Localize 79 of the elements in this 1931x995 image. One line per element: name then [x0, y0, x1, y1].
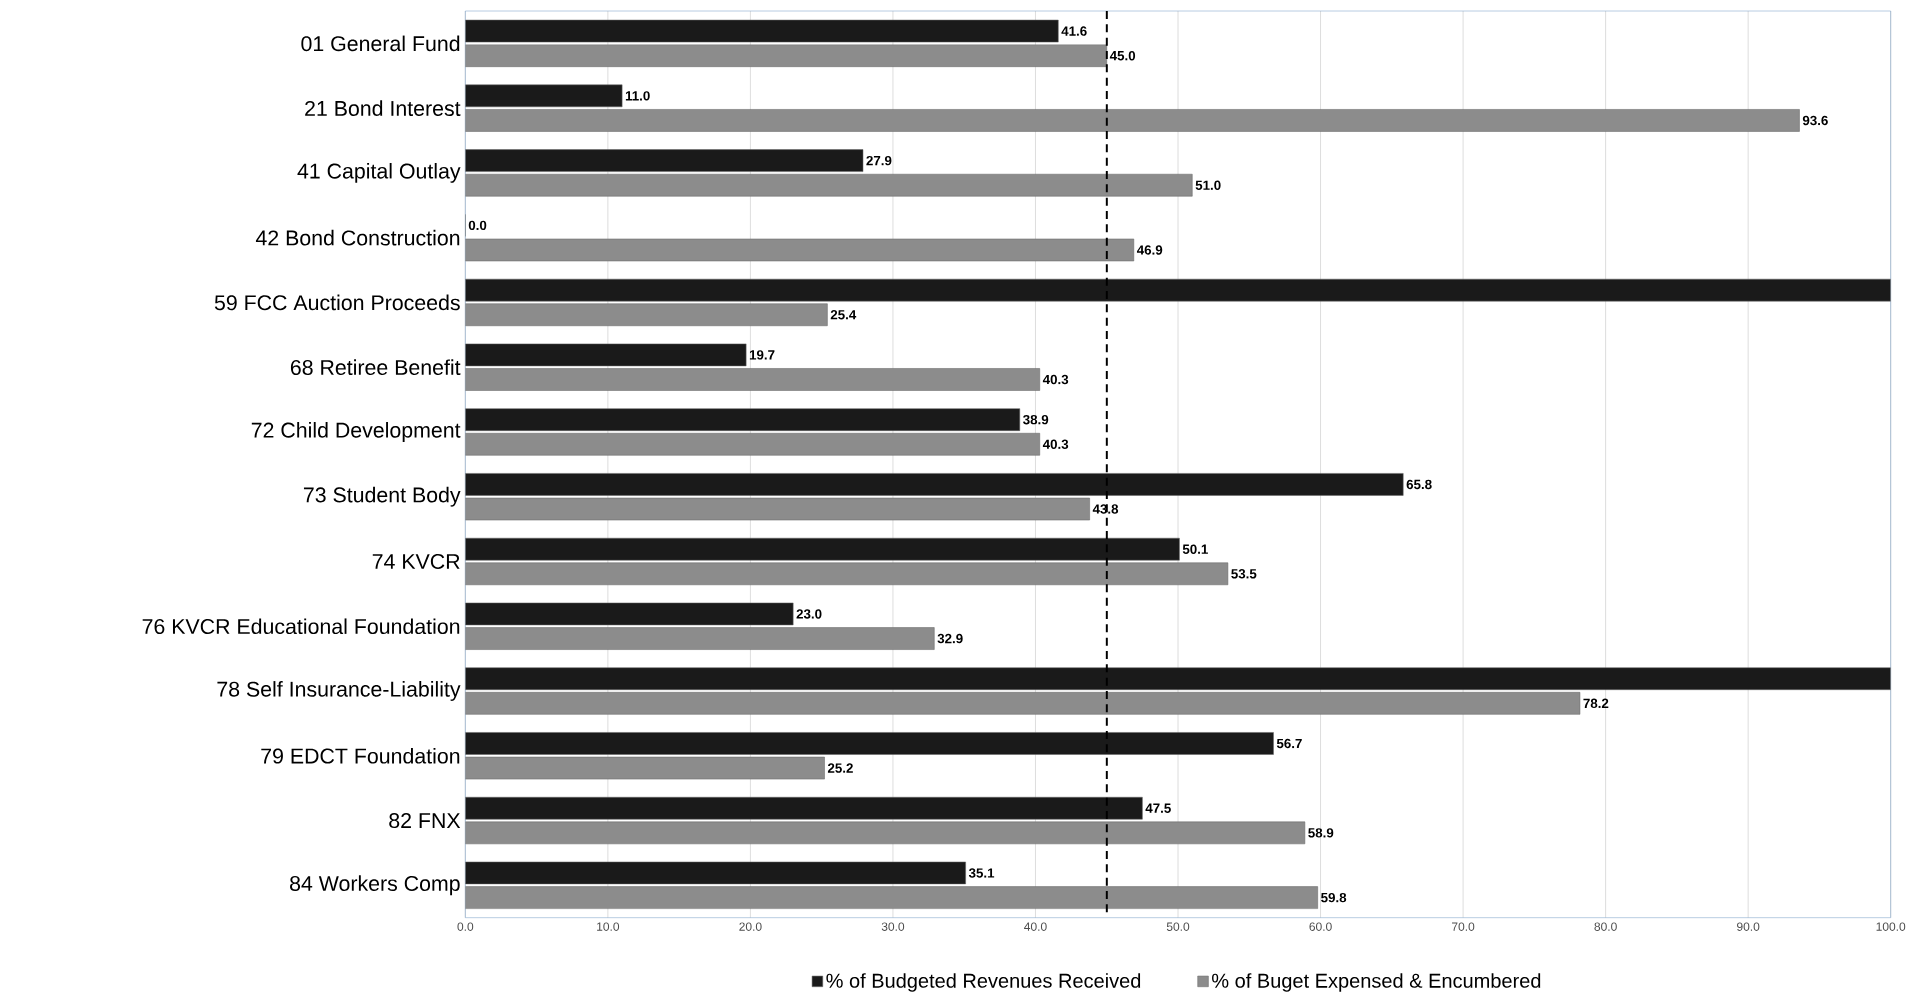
bar [465, 44, 1108, 67]
y-tick-label: 21 Bond Interest [305, 100, 461, 116]
bar [465, 473, 1404, 496]
y-tick-label: 41 Capital Outlay [297, 162, 461, 183]
bar [465, 796, 1143, 820]
data-label: 19.7 [749, 350, 775, 360]
legend-label: % of Budgeted Revenues Received [826, 973, 1141, 992]
bar [465, 368, 1041, 391]
bar [465, 173, 1193, 197]
x-tick-label: 70.0 [1452, 922, 1475, 931]
x-tick-label: 30.0 [881, 922, 905, 931]
x-tick-label: 0.0 [457, 922, 474, 931]
data-label: 40.3 [1042, 439, 1069, 450]
bar [465, 732, 1274, 755]
bar [465, 497, 1090, 521]
bar [465, 238, 1135, 262]
data-label: 45.0 [1109, 50, 1136, 61]
data-label: 53.5 [1231, 569, 1257, 579]
bar [465, 109, 1800, 132]
bar [465, 692, 1581, 715]
y-tick-label: 79 EDCT Foundation [261, 747, 460, 764]
data-label: 35.1 [968, 868, 995, 878]
y-tick-label: 78 Self Insurance-Liability [217, 681, 461, 701]
y-tick-label: 74 KVCR [372, 553, 460, 570]
bar [465, 343, 747, 367]
data-label: 93.6 [1802, 115, 1828, 126]
y-tick-label: 01 General Fund [301, 35, 460, 52]
bar [465, 84, 623, 108]
bar [465, 602, 794, 626]
data-label: 47.5 [1145, 803, 1171, 813]
bar [465, 537, 1180, 561]
x-tick-label: 50.0 [1166, 922, 1190, 931]
data-label: 56.7 [1276, 738, 1302, 749]
x-tick-label: 20.0 [739, 922, 762, 931]
data-label: 51.0 [1195, 180, 1221, 190]
data-label: 65.8 [1406, 479, 1432, 490]
data-label: 32.9 [937, 633, 963, 644]
bar [465, 756, 825, 780]
data-label: 27.9 [866, 155, 892, 166]
data-label: 58.9 [1308, 828, 1334, 838]
data-label: 38.9 [1023, 414, 1049, 425]
legend-label: % of Buget Expensed & Encumbered [1212, 973, 1541, 992]
data-label: 40.3 [1042, 374, 1069, 385]
data-label: 41.6 [1061, 26, 1087, 36]
bar [465, 562, 1229, 586]
x-tick-label: 80.0 [1594, 922, 1617, 931]
bar [465, 433, 1041, 456]
bar [465, 408, 1021, 431]
x-tick-label: 10.0 [597, 922, 620, 931]
data-label: 23.0 [796, 609, 822, 619]
data-label: 25.2 [827, 763, 853, 773]
y-tick-label: 73 Student Body [303, 486, 461, 507]
bar [465, 821, 1306, 845]
data-label: 46.9 [1136, 245, 1163, 255]
bar [465, 667, 1891, 690]
y-tick-label: 42 Bond Construction [255, 229, 460, 246]
x-tick-label: 60.0 [1309, 922, 1332, 931]
data-label: 25.4 [830, 310, 857, 320]
y-tick-label: 82 FNX [389, 813, 461, 829]
data-label: 59.8 [1321, 892, 1347, 903]
bar [465, 149, 864, 172]
y-tick-label: 68 Retiree Benefit [290, 359, 461, 376]
bar [465, 19, 1059, 43]
y-tick-label: 59 FCC Auction Proceeds [214, 294, 460, 311]
y-tick-label: 72 Child Development [251, 422, 461, 442]
x-tick-label: 40.0 [1024, 922, 1047, 931]
x-tick-label: 100.0 [1876, 922, 1906, 931]
bar [465, 303, 828, 327]
data-label: 11.0 [625, 91, 650, 101]
bar [465, 278, 1891, 302]
data-label: 78.2 [1583, 698, 1609, 709]
x-tick-label: 90.0 [1737, 922, 1760, 931]
data-label: 0.0 [468, 220, 487, 231]
bar [465, 886, 1318, 909]
data-label: 50.1 [1182, 544, 1208, 554]
y-tick-label: 84 Workers Comp [290, 875, 460, 896]
bar [465, 627, 935, 650]
y-tick-label: 76 KVCR Educational Foundation [142, 618, 460, 635]
bar [465, 861, 966, 885]
